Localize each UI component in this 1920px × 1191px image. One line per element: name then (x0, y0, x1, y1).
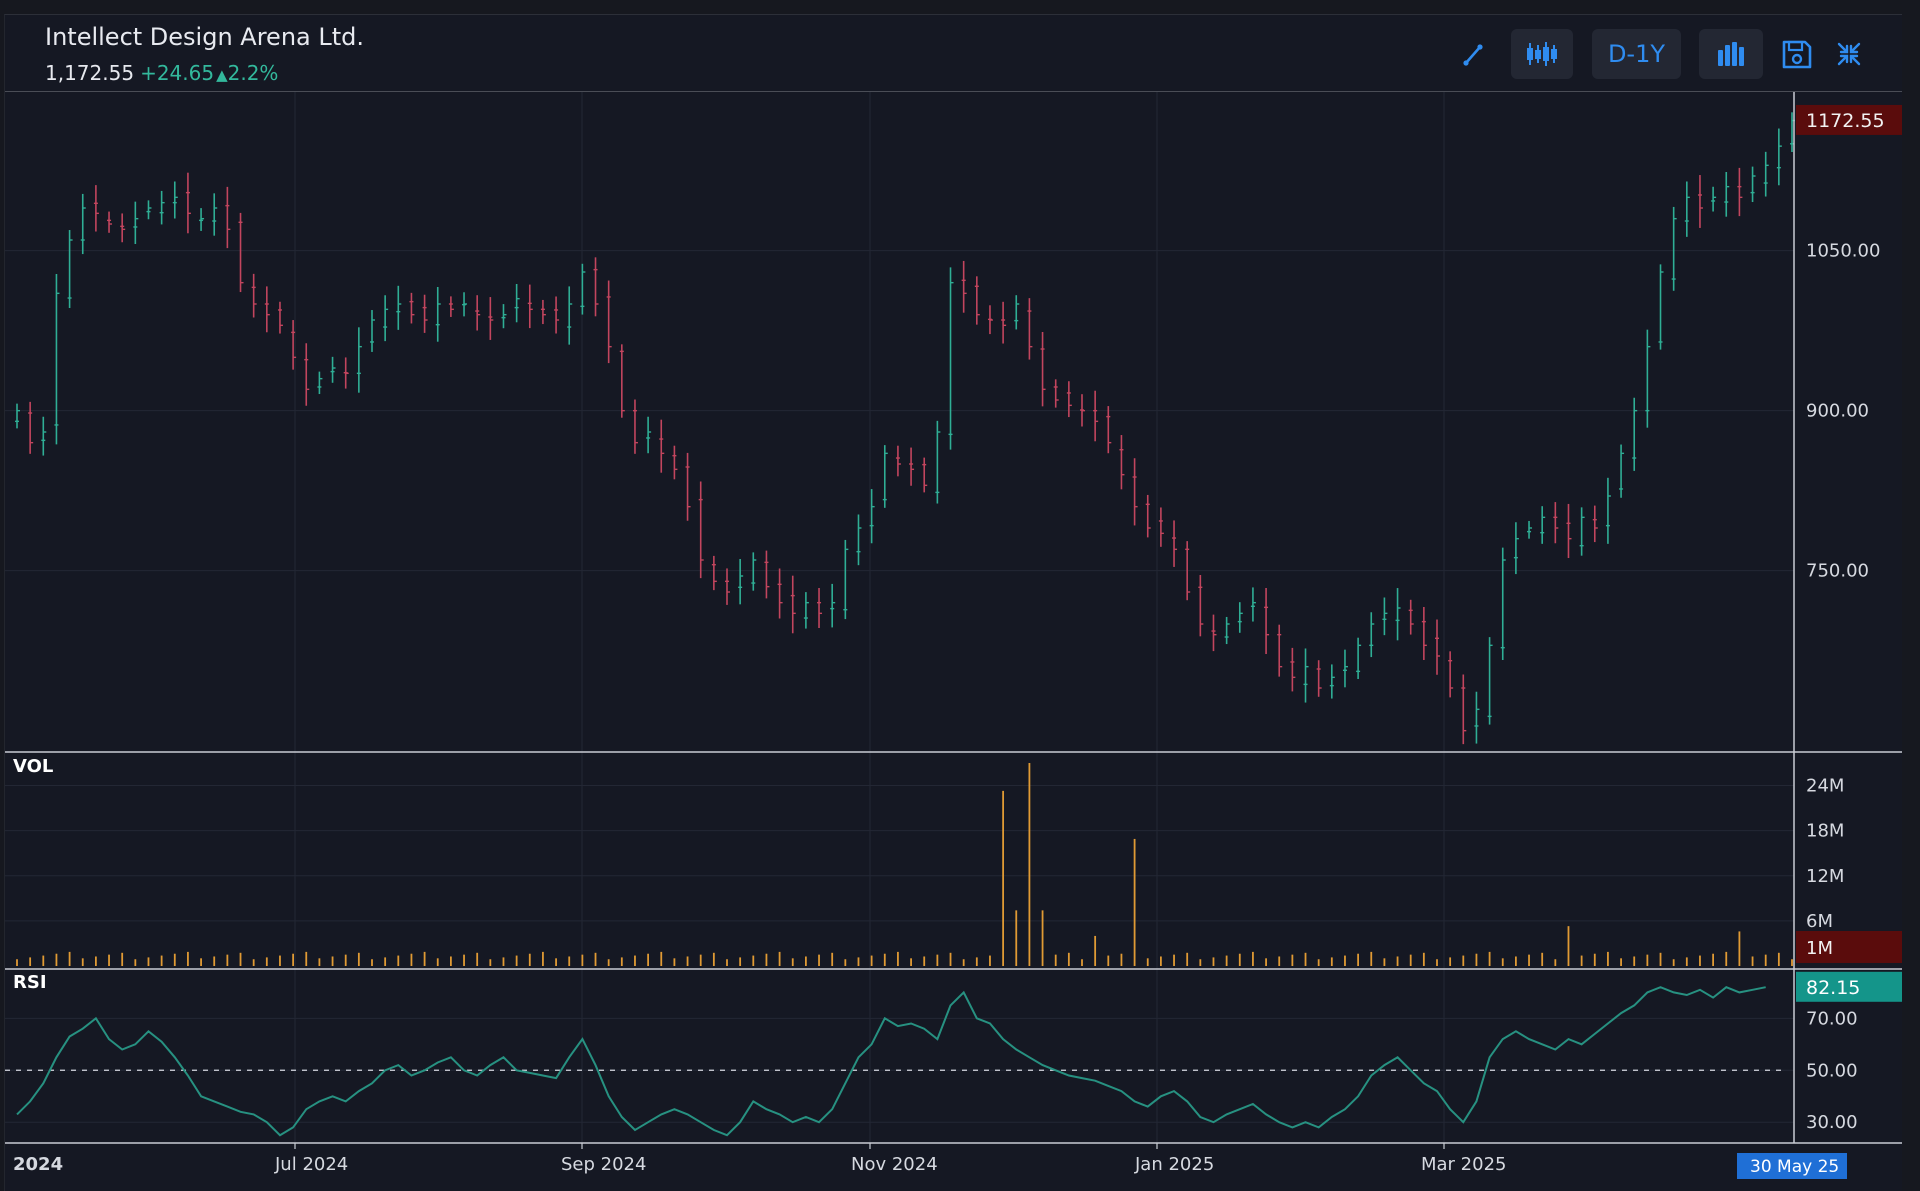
save-icon (1782, 40, 1812, 69)
chart-type-button[interactable] (1511, 29, 1573, 79)
cursor-date-label: 30 May 25 (1750, 1157, 1839, 1177)
volume-panel (16, 763, 1793, 966)
rsi-panel (5, 986, 1784, 1137)
time-tick-label: Mar 2025 (1421, 1154, 1507, 1175)
volume-panel-label: VOL (13, 756, 53, 777)
volume-last-label: 1M (1806, 938, 1833, 959)
rsi-tick-label: 50.00 (1806, 1060, 1858, 1081)
time-tick-label: Sep 2024 (561, 1154, 646, 1175)
time-tick-label: Jan 2025 (1134, 1154, 1214, 1175)
price-summary: 1,172.55 +24.65 ▲2.2% (45, 61, 278, 85)
volume-tick-label: 24M (1806, 776, 1844, 797)
save-button[interactable] (1777, 29, 1817, 79)
price-tick-label: 1050.00 (1806, 241, 1880, 262)
chart-axes: 750.00 900.00 1050.00 1172.55 VOL 6M 12M 18M 24M… (5, 92, 1902, 1179)
rsi-line (16, 986, 1766, 1137)
time-tick-label: Nov 2024 (851, 1154, 938, 1175)
indicators-button[interactable] (1699, 29, 1763, 79)
rsi-tick-label: 30.00 (1806, 1112, 1858, 1133)
rsi-last-marker (1796, 971, 1902, 1002)
last-price: 1,172.55 (45, 61, 135, 85)
collapse-arrows-icon (1837, 42, 1861, 66)
volume-tick-label: 12M (1806, 866, 1844, 887)
range-select-button[interactable]: D-1Y (1592, 29, 1681, 79)
chart-grid (5, 92, 1794, 1143)
stock-name: Intellect Design Arena Ltd. (45, 23, 365, 51)
price-change-percent: 2.2% (227, 61, 279, 85)
rsi-tick-label: 70.00 (1806, 1008, 1858, 1029)
price-tick-label: 900.00 (1806, 401, 1869, 422)
chart-window: Intellect Design Arena Ltd. 1,172.55 +24.… (4, 14, 1902, 1191)
bar-columns-icon (1718, 42, 1744, 66)
volume-tick-label: 6M (1806, 911, 1833, 932)
volume-tick-label: 18M (1806, 821, 1844, 842)
cursor-date-marker (1737, 1153, 1847, 1179)
volume-last-marker (1796, 931, 1902, 963)
collapse-button[interactable] (1829, 29, 1869, 79)
pencil-line-icon (1463, 44, 1483, 66)
price-change: +24.65 (140, 61, 215, 85)
last-price-marker (1796, 104, 1902, 135)
rsi-panel-label: RSI (13, 972, 47, 993)
time-tick-label: 2024 (13, 1154, 63, 1175)
rsi-last-label: 82.15 (1806, 977, 1860, 999)
time-tick-label: Jul 2024 (274, 1154, 348, 1175)
price-tick-label: 750.00 (1806, 561, 1869, 582)
stock-chart[interactable]: 750.00 900.00 1050.00 1172.55 VOL 6M 12M 18M 24M… (5, 92, 1902, 1191)
draw-tool-button[interactable] (1453, 29, 1493, 79)
up-arrow-icon: ▲ (216, 66, 228, 84)
chart-header: Intellect Design Arena Ltd. 1,172.55 +24.… (5, 15, 1902, 92)
candlestick-icon (1527, 42, 1557, 66)
price-panel (15, 112, 1795, 745)
last-price-label: 1172.55 (1806, 110, 1885, 132)
